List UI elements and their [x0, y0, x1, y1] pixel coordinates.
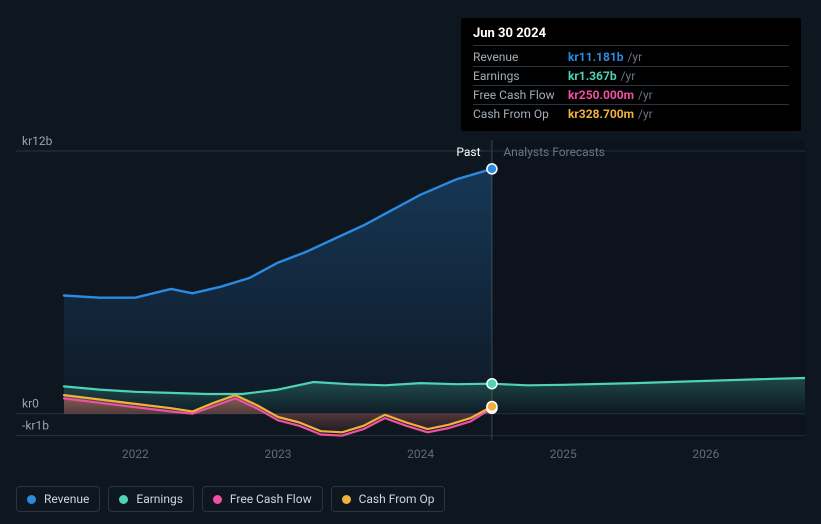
- x-axis-label: 2024: [407, 447, 434, 461]
- legend-item-revenue[interactable]: Revenue: [16, 486, 100, 512]
- x-axis-label: 2022: [122, 447, 149, 461]
- legend-swatch-icon: [27, 495, 36, 504]
- tooltip-title: Jun 30 2024: [473, 26, 789, 46]
- tooltip-row: Free Cash Flowkr250.000m/yr: [473, 86, 789, 105]
- tooltip-value: kr250.000m: [568, 88, 634, 102]
- tooltip-label: Cash From Op: [473, 107, 568, 121]
- tooltip-value: kr328.700m: [568, 107, 634, 121]
- legend-swatch-icon: [119, 495, 128, 504]
- legend-item-earnings[interactable]: Earnings: [108, 486, 194, 512]
- tooltip-value: kr1.367b: [568, 69, 617, 83]
- legend-item-cfo[interactable]: Cash From Op: [331, 486, 446, 512]
- past-annotation: Past: [456, 145, 480, 159]
- x-axis-label: 2023: [264, 447, 291, 461]
- tooltip-unit: /yr: [638, 107, 653, 121]
- tooltip-label: Revenue: [473, 50, 568, 64]
- legend-item-fcf[interactable]: Free Cash Flow: [202, 486, 323, 512]
- legend-swatch-icon: [342, 495, 351, 504]
- x-axis-label: 2025: [550, 447, 577, 461]
- legend-label: Cash From Op: [359, 492, 435, 506]
- y-axis-label: -kr1b: [22, 419, 49, 433]
- y-axis-label: kr12b: [22, 134, 53, 148]
- legend-swatch-icon: [213, 495, 222, 504]
- tooltip-label: Earnings: [473, 69, 568, 83]
- tooltip-row: Earningskr1.367b/yr: [473, 67, 789, 86]
- chart-legend: Revenue Earnings Free Cash Flow Cash From O…: [16, 486, 445, 512]
- legend-label: Earnings: [136, 492, 183, 506]
- tooltip-unit: /yr: [627, 50, 642, 64]
- forecast-annotation: Analysts Forecasts: [503, 145, 605, 159]
- tooltip-unit: /yr: [638, 88, 653, 102]
- x-axis-label: 2026: [692, 447, 719, 461]
- legend-label: Revenue: [44, 492, 89, 506]
- tooltip-unit: /yr: [621, 69, 636, 83]
- tooltip-row: Revenuekr11.181b/yr: [473, 48, 789, 67]
- chart-tooltip: Jun 30 2024 Revenuekr11.181b/yrEarningsk…: [461, 18, 801, 131]
- y-axis-label: kr0: [22, 397, 39, 411]
- tooltip-label: Free Cash Flow: [473, 88, 568, 102]
- tooltip-row: Cash From Opkr328.700m/yr: [473, 105, 789, 123]
- legend-label: Free Cash Flow: [230, 492, 312, 506]
- tooltip-value: kr11.181b: [568, 50, 623, 64]
